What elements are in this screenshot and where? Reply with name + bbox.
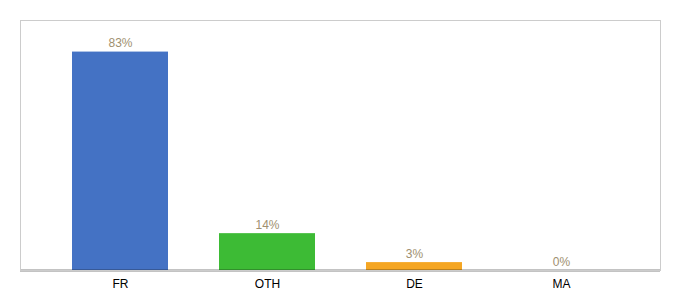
svg-text:MA: MA [553,277,571,291]
svg-text:OTH: OTH [255,277,280,291]
svg-text:DE: DE [406,277,423,291]
svg-text:0%: 0% [553,255,571,269]
svg-text:83%: 83% [108,36,132,50]
svg-text:14%: 14% [255,218,279,232]
svg-text:3%: 3% [406,247,424,261]
svg-text:FR: FR [113,277,129,291]
